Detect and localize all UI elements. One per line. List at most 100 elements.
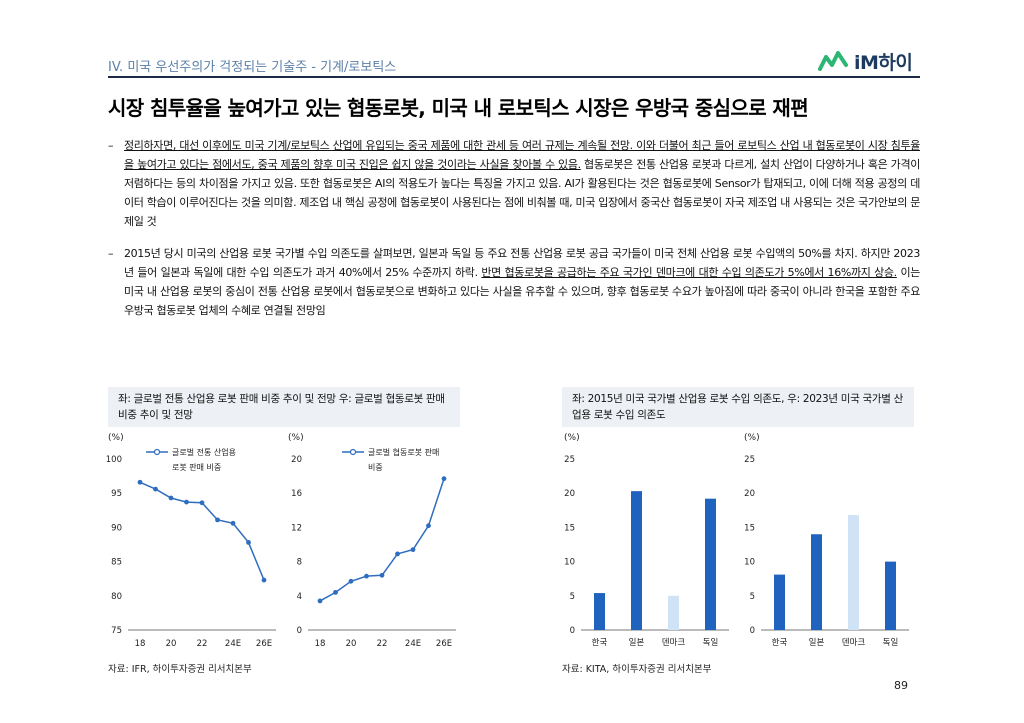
chart-4-x-tick: 한국 xyxy=(772,638,788,648)
chart-1-y-tick: 80 xyxy=(111,592,122,602)
chart-2-series-line xyxy=(319,478,445,602)
chart-1-data-point xyxy=(261,577,267,583)
chart-1-data-point xyxy=(184,499,189,505)
chart-1-series-line xyxy=(139,481,265,581)
chart-1-y-tick: 85 xyxy=(111,558,122,568)
bullet-1-text: 정리하자면, 대선 이후에도 미국 기계/로보틱스 산업에 유입되는 중국 제품… xyxy=(124,136,920,231)
chart-2-y-tick: 0 xyxy=(297,626,302,636)
chart-1-x-tick: 20 xyxy=(166,639,177,649)
chart-1-y-tick: 95 xyxy=(111,489,122,499)
chart-2-x-tick: 18 xyxy=(315,639,326,649)
chart-4-bar xyxy=(885,561,896,630)
chart-4-x-tick: 독일 xyxy=(883,638,899,648)
chart-1-x-tick: 24E xyxy=(225,639,241,649)
chart-4-y-tick: 20 xyxy=(744,489,755,499)
chart-4-y-tick: 15 xyxy=(744,523,755,533)
chart-4-y-tick: 0 xyxy=(750,626,755,636)
chart-1-legend-line2: 로봇 판매 비중 xyxy=(172,463,221,472)
chart-1-x-tick: 18 xyxy=(135,639,146,649)
bullet-2-emphasis: 반면 협동로봇을 공급하는 주요 국가인 덴마크에 대한 수입 의존도가 5%에… xyxy=(481,266,897,279)
chart-3-y-tick: 15 xyxy=(564,523,575,533)
bullet-1-body: 협동로봇은 전통 산업용 로봇과 다르게, 설치 산업이 다양하거나 혹은 가격… xyxy=(124,158,920,228)
chart-cobot-share: (%) 글로벌 협동로봇 판매 비중 0 4 8 12 16 20 18 20 22 24E 26E xyxy=(288,433,456,649)
chart-1-data-point xyxy=(215,517,220,523)
chart-2-unit: (%) xyxy=(288,433,304,443)
chart-4-y-tick: 10 xyxy=(744,558,755,568)
chart-2-y-tick: 16 xyxy=(291,489,302,499)
left-panel-title: 좌: 글로벌 전통 산업용 로봇 판매 비중 추이 및 전망 우: 글로벌 협동… xyxy=(108,387,460,427)
chart-2-y-tick: 12 xyxy=(291,523,302,533)
chart-2-x-tick: 20 xyxy=(346,639,357,649)
chart-2-legend-line2: 비중 xyxy=(368,463,383,472)
page-number: 89 xyxy=(894,679,908,692)
chart-traditional-robot-share: (%) 글로벌 전통 산업용 로봇 판매 비중 75 80 85 90 95 100 18 2… xyxy=(106,433,276,649)
chart-3-bar xyxy=(631,491,642,630)
chart-1-data-point xyxy=(168,495,174,501)
bullet-2-body: 이는 미국 내 산업용 로봇의 중심이 전통 산업용 로봇에서 협동로봇으로 변… xyxy=(124,266,921,317)
chart-4-x-tick: 덴마크 xyxy=(842,638,866,648)
bullet-dash: – xyxy=(108,247,114,260)
chart-4-unit: (%) xyxy=(744,433,760,443)
page-headline: 시장 침투율을 높여가고 있는 협동로봇, 미국 내 로보틱스 시장은 우방국 … xyxy=(108,96,809,120)
chart-2-data-point xyxy=(333,589,338,595)
chart-1-x-tick: 22 xyxy=(197,639,208,649)
chart-4-x-tick: 일본 xyxy=(809,638,825,648)
chart-1-data-point xyxy=(246,540,251,545)
right-panel-title: 좌: 2015년 미국 국가별 산업용 로봇 수입 의존도, 우: 2023년 … xyxy=(562,387,914,427)
chart-3-y-tick: 25 xyxy=(564,455,575,465)
chart-2-y-tick: 4 xyxy=(297,592,302,602)
chart-3-bar xyxy=(705,498,716,630)
chart-1-legend: 글로벌 전통 산업용 로봇 판매 비중 xyxy=(146,447,236,472)
chart-2-data-point xyxy=(441,476,447,482)
chart-2-x-tick: 22 xyxy=(377,639,388,649)
chart-1-data-point xyxy=(153,486,158,492)
chart-1-y-tick: 100 xyxy=(106,455,122,465)
bullet-2: – 2015년 당시 미국의 산업용 로봇 국가별 수입 의존도를 살펴보면, … xyxy=(108,244,920,320)
chart-3-x-tick: 한국 xyxy=(592,638,608,648)
chart-1-data-point xyxy=(137,479,143,485)
chart-2-data-point xyxy=(410,547,416,553)
chart-4-bar xyxy=(848,515,859,630)
chart-2-y-tick: 20 xyxy=(291,455,302,465)
right-panel-source: 자료: KITA, 하이투자증권 리서치본부 xyxy=(562,664,712,675)
chart-1-data-point xyxy=(199,500,205,506)
chart-3-x-tick: 일본 xyxy=(629,638,645,648)
chart-2-data-point xyxy=(348,578,354,584)
chart-1-plot: 75 80 85 90 95 100 18 20 22 24E 26E xyxy=(106,455,276,649)
left-panel-source: 자료: IFR, 하이투자증권 리서치본부 xyxy=(108,664,252,675)
chart-1-unit: (%) xyxy=(108,433,124,443)
chart-1-y-tick: 75 xyxy=(111,626,122,636)
chart-3-bar xyxy=(594,593,605,630)
chart-4-y-tick: 25 xyxy=(744,455,755,465)
chart-2-legend-line1: 글로벌 협동로봇 판매 xyxy=(368,447,439,457)
chart-3-y-tick: 0 xyxy=(570,626,575,636)
chart-1-x-tick: 26E xyxy=(256,639,272,649)
chart-3-x-tick: 독일 xyxy=(703,638,719,648)
chart-3-plot: 0 5 10 15 20 25 한국 일본 덴마크 독일 xyxy=(564,455,729,648)
bullet-1: – 정리하자면, 대선 이후에도 미국 기계/로보틱스 산업에 유입되는 중국 … xyxy=(108,136,920,231)
chart-import-dependence-2023: (%) 0 5 10 15 20 25 한국 일본 덴마크 독일 xyxy=(744,433,909,648)
chart-3-y-tick: 10 xyxy=(564,558,575,568)
chart-3-y-tick: 20 xyxy=(564,489,575,499)
chart-2-legend: 글로벌 협동로봇 판매 비중 xyxy=(342,447,439,472)
chart-2-data-point xyxy=(364,573,369,579)
chart-2-x-tick: 26E xyxy=(436,639,452,649)
chart-4-plot: 0 5 10 15 20 25 한국 일본 덴마크 독일 xyxy=(744,455,909,648)
chart-4-bar xyxy=(774,574,785,630)
chart-3-bar xyxy=(668,595,679,630)
bullet-1-emphasis: 정리하자면, 대선 이후에도 미국 기계/로보틱스 산업에 유입되는 중국 제품… xyxy=(124,139,920,171)
chart-4-bar xyxy=(811,534,822,630)
header-divider xyxy=(108,76,920,78)
chart-2-data-point xyxy=(317,598,323,604)
brand-logo: iM하이 xyxy=(818,49,913,74)
chart-3-x-tick: 덴마크 xyxy=(662,638,686,648)
chart-2-data-point xyxy=(426,523,431,529)
chart-import-dependence-2015: (%) 0 5 10 15 20 25 한국 일본 덴마크 독일 xyxy=(564,433,729,648)
chart-2-plot: 0 4 8 12 16 20 18 20 22 24E 26E xyxy=(291,455,456,649)
chart-2-data-point xyxy=(379,572,385,578)
chart-4-y-tick: 5 xyxy=(750,592,755,602)
chart-1-legend-line1: 글로벌 전통 산업용 xyxy=(172,447,236,457)
logo-mark-icon xyxy=(818,51,848,71)
chart-2-x-tick: 24E xyxy=(405,639,421,649)
chart-3-y-tick: 5 xyxy=(570,592,575,602)
